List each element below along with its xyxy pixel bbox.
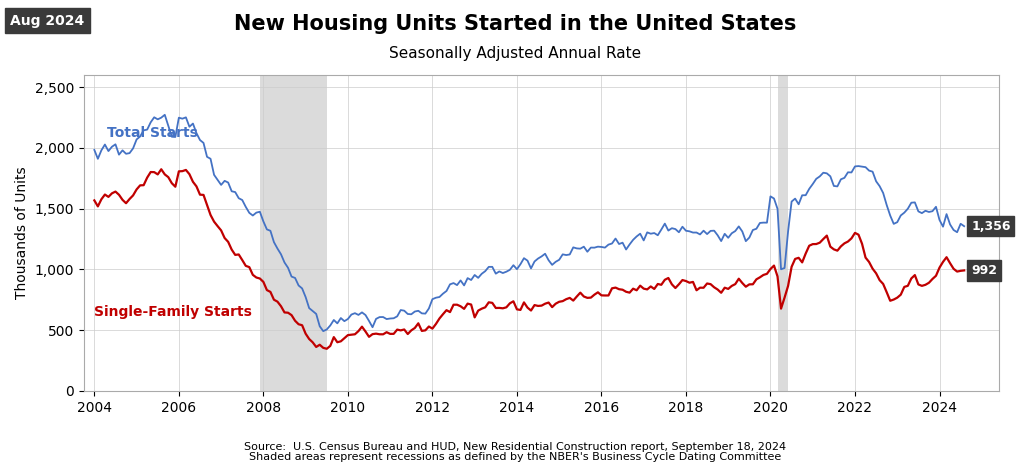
Text: Single-Family Starts: Single-Family Starts [95,304,252,319]
Text: Seasonally Adjusted Annual Rate: Seasonally Adjusted Annual Rate [389,46,641,61]
Bar [778,75,788,391]
Text: 1,356: 1,356 [971,220,1010,233]
Text: Source:  U.S. Census Bureau and HUD, New Residential Construction report, Septem: Source: U.S. Census Bureau and HUD, New … [244,443,786,452]
Bar [260,75,327,391]
Text: Total Starts: Total Starts [107,126,198,140]
Y-axis label: Thousands of Units: Thousands of Units [15,167,29,299]
Text: New Housing Units Started in the United States: New Housing Units Started in the United … [234,14,796,34]
Text: Aug 2024: Aug 2024 [10,14,84,28]
Text: Shaded areas represent recessions as defined by the NBER's Business Cycle Dating: Shaded areas represent recessions as def… [249,452,781,462]
Text: 992: 992 [971,264,997,277]
